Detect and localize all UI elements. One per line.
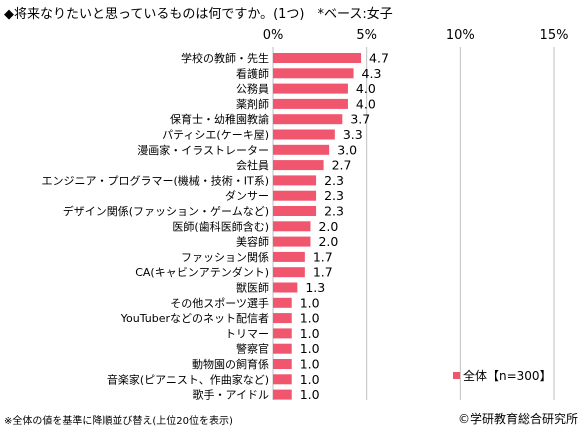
bar xyxy=(273,251,305,262)
bar xyxy=(273,144,330,155)
category-label: エンジニア・プログラマー(機械・技術・IT系) xyxy=(41,173,269,187)
category-label: 保育士・幼稚園教諭 xyxy=(170,112,269,126)
bar xyxy=(273,160,324,171)
bar xyxy=(273,328,292,339)
category-label: YouTuberなどのネット配信者 xyxy=(120,312,269,325)
bar xyxy=(273,68,354,79)
category-label: ファッション関係 xyxy=(181,251,269,264)
category-label: 公務員 xyxy=(236,82,269,96)
bar xyxy=(273,267,305,278)
value-label: 2.7 xyxy=(332,158,352,173)
category-label: 歌手・アイドル xyxy=(193,388,269,402)
category-label: デザイン関係(ファッション・ゲームなど) xyxy=(63,204,269,218)
value-label: 1.0 xyxy=(300,341,320,356)
legend: 全体【n=300】 xyxy=(453,367,552,384)
category-label: 学校の教師・先生 xyxy=(181,51,269,65)
category-label: 医師(歯科医師含む) xyxy=(172,219,269,233)
bar xyxy=(273,98,348,109)
x-tick-label: 10% xyxy=(446,28,475,43)
bar xyxy=(273,175,317,186)
copyright: ©学研教育総合研究所 xyxy=(457,412,578,426)
value-label: 2.3 xyxy=(324,204,344,219)
bar xyxy=(273,53,362,63)
value-label: 2.3 xyxy=(324,173,344,188)
value-label: 2.3 xyxy=(324,188,344,203)
value-label: 2.0 xyxy=(318,219,338,234)
bar xyxy=(273,114,343,125)
category-label: 音楽家(ピアニスト、作曲家など) xyxy=(107,372,269,386)
x-tick-label: 15% xyxy=(540,28,569,43)
category-label: 警察官 xyxy=(236,342,269,356)
bar xyxy=(273,343,292,354)
value-label: 1.0 xyxy=(300,387,320,402)
value-label: 1.7 xyxy=(313,265,333,280)
value-label: 2.0 xyxy=(318,234,338,249)
category-label: 薬剤師 xyxy=(236,97,269,111)
value-label: 1.0 xyxy=(300,372,320,387)
value-label: 1.0 xyxy=(300,311,320,326)
value-label: 1.3 xyxy=(305,280,325,295)
category-label: 獣医師 xyxy=(236,281,269,295)
value-label: 3.7 xyxy=(350,112,370,127)
value-label: 1.0 xyxy=(300,357,320,372)
bar xyxy=(273,236,311,247)
bar xyxy=(273,190,317,201)
legend-swatch xyxy=(453,372,460,379)
category-label: 美容師 xyxy=(236,235,269,249)
category-label: トリマー xyxy=(225,327,269,340)
category-label: 動物園の飼育係 xyxy=(192,357,269,371)
bar xyxy=(273,282,298,293)
value-label: 3.3 xyxy=(343,127,363,142)
bar xyxy=(273,374,292,385)
value-label: 4.0 xyxy=(356,96,376,111)
value-label: 4.3 xyxy=(362,66,382,81)
bar xyxy=(273,313,292,324)
category-label: パティシエ(ケーキ屋) xyxy=(162,129,269,142)
x-tick-label: 0% xyxy=(263,28,284,43)
bar xyxy=(273,359,292,369)
value-label: 4.7 xyxy=(369,51,389,66)
value-label: 3.0 xyxy=(337,142,357,157)
bar xyxy=(273,221,311,232)
value-label: 1.7 xyxy=(313,249,333,264)
category-label: 会社員 xyxy=(236,158,269,172)
value-label: 1.0 xyxy=(300,295,320,310)
category-label: 漫画家・イラストレーター xyxy=(137,143,269,157)
chart-title: ◆将来なりたいと思っているものは何ですか。(1つ) *ベース:女子 xyxy=(4,7,393,22)
footnote: ※全体の値を基準に降順並び替え(上位20位を表示) xyxy=(4,416,233,427)
x-tick-label: 5% xyxy=(356,28,377,43)
category-label: CA(キャビンアテンダント) xyxy=(135,265,269,279)
category-label: ダンサー xyxy=(225,189,269,203)
legend-label: 全体【n=300】 xyxy=(463,369,552,383)
bar xyxy=(273,389,292,400)
bar xyxy=(273,83,348,94)
bar xyxy=(273,129,335,140)
category-label: 看護師 xyxy=(236,66,269,80)
bar xyxy=(273,297,292,308)
value-label: 4.0 xyxy=(356,81,376,96)
bar xyxy=(273,206,317,216)
category-label: その他スポーツ選手 xyxy=(170,296,269,310)
value-label: 1.0 xyxy=(300,326,320,341)
